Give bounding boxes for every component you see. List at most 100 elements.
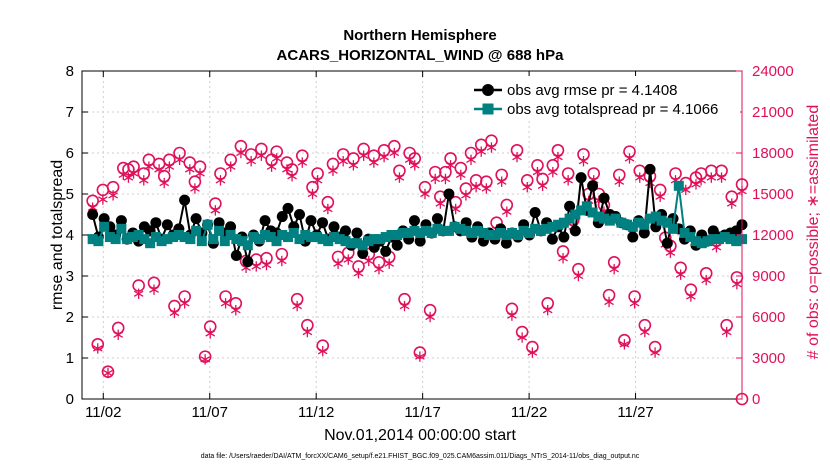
legend-box [470, 76, 740, 120]
obs-assimilated-marker [507, 310, 517, 321]
asterisk-stroke [184, 166, 195, 173]
obs-assimilated-marker [292, 300, 302, 312]
asterisk-stroke [282, 166, 292, 173]
obs-assimilated-marker [445, 160, 456, 171]
spread-point [731, 236, 742, 247]
spread-point [616, 217, 627, 228]
obs-assimilated-marker [113, 329, 124, 340]
obs-assimilated-marker [517, 332, 527, 343]
obs-assimilated-marker [210, 205, 221, 216]
asterisk-stroke [542, 307, 553, 314]
spread-point [708, 234, 719, 245]
spread-point [558, 217, 569, 228]
spread-point [133, 230, 144, 240]
asterisk-stroke [149, 286, 159, 293]
spread-point [219, 236, 230, 247]
spread-point [116, 223, 127, 234]
obs-assimilated-marker [691, 179, 701, 190]
rmse-point [150, 217, 162, 229]
asterisk-stroke [338, 158, 349, 165]
spread-point [587, 207, 598, 218]
asterisk-stroke [379, 153, 389, 161]
x-tick-label: 11/22 [511, 404, 547, 421]
spread-point [673, 180, 684, 191]
obs-assimilated-marker [348, 160, 359, 171]
obs-assimilated-marker [425, 311, 435, 323]
asterisk-stroke [98, 196, 108, 203]
y-tick-label: 7 [66, 104, 74, 121]
asterisk-stroke [558, 255, 568, 262]
asterisk-stroke [210, 207, 221, 214]
spread-point [512, 230, 523, 240]
asterisk-stroke [547, 168, 558, 176]
y2-tick-label: 3000 [752, 350, 785, 367]
obs-assimilated-marker [225, 161, 236, 172]
spread-point [254, 234, 265, 245]
obs-assimilated-marker [149, 284, 159, 295]
obs-assimilated-marker [128, 168, 139, 179]
asterisk-stroke [706, 174, 717, 181]
y-tick-label: 1 [66, 350, 74, 367]
obs-assimilated-marker [578, 156, 589, 167]
y-tick-label: 5 [66, 186, 74, 203]
spread-point [328, 232, 339, 243]
spread-point [260, 230, 271, 240]
asterisk-stroke [174, 156, 185, 163]
rmse-point [391, 239, 403, 251]
asterisk-stroke [425, 313, 435, 321]
y-axis-label: rmse and totalspread [49, 160, 66, 310]
spread-point [179, 232, 190, 243]
spread-point [535, 225, 546, 236]
obs-assimilated-marker [108, 190, 118, 201]
spread-point [484, 230, 495, 240]
spread-point [173, 230, 184, 240]
obs-assimilated-marker [619, 339, 630, 350]
y2-tick-label: 9000 [752, 268, 785, 285]
obs-assimilated-marker [481, 183, 492, 194]
asterisk-stroke [369, 159, 379, 166]
spread-point [334, 234, 345, 245]
spread-point [271, 236, 282, 247]
obs-assimilated-marker [409, 160, 420, 171]
asterisk-stroke [287, 173, 297, 180]
rmse-point [242, 256, 254, 268]
obs-assimilated-marker [604, 296, 614, 308]
spread-point [110, 234, 121, 245]
obs-assimilated-marker [256, 150, 267, 161]
legend-spread-marker [482, 103, 494, 115]
asterisk-stroke [266, 163, 277, 170]
obs-assimilated-marker [200, 354, 210, 365]
obs-assimilated-marker [553, 151, 563, 163]
obs-assimilated-marker [665, 247, 676, 258]
y2-tick-label: 21000 [752, 104, 794, 121]
obs-assimilated-marker [686, 291, 696, 302]
obs-assimilated-marker [415, 351, 425, 362]
asterisk-stroke [312, 177, 323, 184]
y2-tick-label: 0 [752, 391, 760, 408]
spread-point [340, 236, 351, 247]
spread-point [317, 234, 328, 245]
obs-assimilated-marker [486, 142, 497, 153]
y-tick-label: 8 [66, 63, 74, 80]
obs-assimilated-marker [307, 188, 318, 200]
rmse-point [328, 221, 340, 233]
asterisk-stroke [118, 171, 129, 179]
x-tick-label: 11/02 [85, 404, 121, 421]
spread-point [622, 219, 633, 230]
series-lines [87, 163, 748, 268]
asterisk-stroke [276, 257, 287, 265]
spread-point [150, 232, 161, 243]
rmse-point [282, 202, 294, 214]
obs-assimilated-marker [353, 268, 364, 279]
obs-assimilated-marker [174, 154, 185, 166]
obs-assimilated-marker [379, 151, 389, 163]
obs-assimilated-marker [103, 367, 113, 379]
obs-assimilated-marker [399, 300, 410, 312]
asterisk-stroke [440, 175, 451, 183]
obs-assimilated-marker [537, 180, 548, 191]
spread-point [501, 230, 512, 240]
spread-point [455, 223, 466, 234]
asterisk-stroke [461, 192, 471, 199]
asterisk-stroke [195, 170, 205, 177]
asterisk-stroke [292, 302, 302, 310]
